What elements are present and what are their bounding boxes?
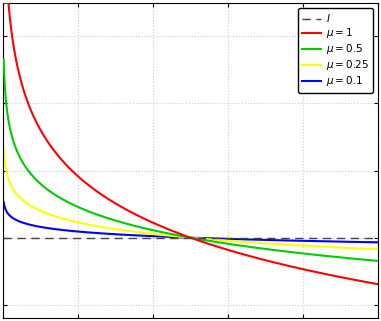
$\mu = 0.1$: [66, 229, 71, 233]
$I$: [0, 236, 5, 239]
$I$: [376, 236, 381, 239]
$\mu = 1$: [44, 138, 49, 142]
$\mu = 0.5$: [368, 258, 373, 262]
$\mu = 1$: [161, 225, 166, 229]
$\mu = 0.5$: [66, 201, 71, 204]
$\mu = 1$: [368, 281, 373, 285]
$\mu = 0.1$: [44, 226, 49, 230]
$\mu = 0.25$: [376, 247, 381, 251]
$I$: [300, 236, 304, 239]
$\mu = 0.1$: [2, 200, 6, 204]
$\mu = 0.25$: [368, 247, 373, 251]
Line: $\mu = 0.5$: $\mu = 0.5$: [4, 60, 378, 261]
$\mu = 0.5$: [161, 230, 166, 234]
$\mu = 0.25$: [145, 231, 150, 235]
$\mu = 0.25$: [328, 245, 333, 249]
$\mu = 0.25$: [2, 147, 6, 151]
$\mu = 0.1$: [376, 240, 381, 244]
$I$: [166, 236, 170, 239]
$\mu = 1$: [2, 1, 6, 5]
$\mu = 0.1$: [161, 235, 166, 239]
$I$: [258, 236, 263, 239]
Line: $\mu = 1$: $\mu = 1$: [4, 3, 378, 284]
Legend: $I$, $\mu = 1$, $\mu = 0.5$, $\mu = 0.25$, $\mu = 0.1$: $I$, $\mu = 1$, $\mu = 0.5$, $\mu = 0.25…: [298, 8, 373, 93]
$\mu = 0.5$: [328, 255, 333, 258]
$\mu = 0.5$: [376, 259, 381, 263]
$\mu = 1$: [145, 218, 150, 222]
$\mu = 0.1$: [368, 240, 373, 244]
$\mu = 0.1$: [328, 239, 333, 243]
$\mu = 0.25$: [44, 211, 49, 215]
$I$: [293, 236, 298, 239]
$\mu = 1$: [66, 165, 71, 169]
Line: $\mu = 0.25$: $\mu = 0.25$: [4, 149, 378, 249]
Line: $\mu = 0.1$: $\mu = 0.1$: [4, 202, 378, 242]
$\mu = 0.5$: [145, 227, 150, 231]
$\mu = 0.5$: [2, 58, 6, 62]
$I$: [152, 236, 157, 239]
$\mu = 0.25$: [161, 233, 166, 237]
$\mu = 0.5$: [44, 187, 49, 191]
$\mu = 0.25$: [66, 218, 71, 222]
$\mu = 1$: [376, 282, 381, 286]
$\mu = 1$: [328, 273, 333, 277]
$\mu = 0.1$: [145, 234, 150, 238]
$I$: [39, 236, 43, 239]
